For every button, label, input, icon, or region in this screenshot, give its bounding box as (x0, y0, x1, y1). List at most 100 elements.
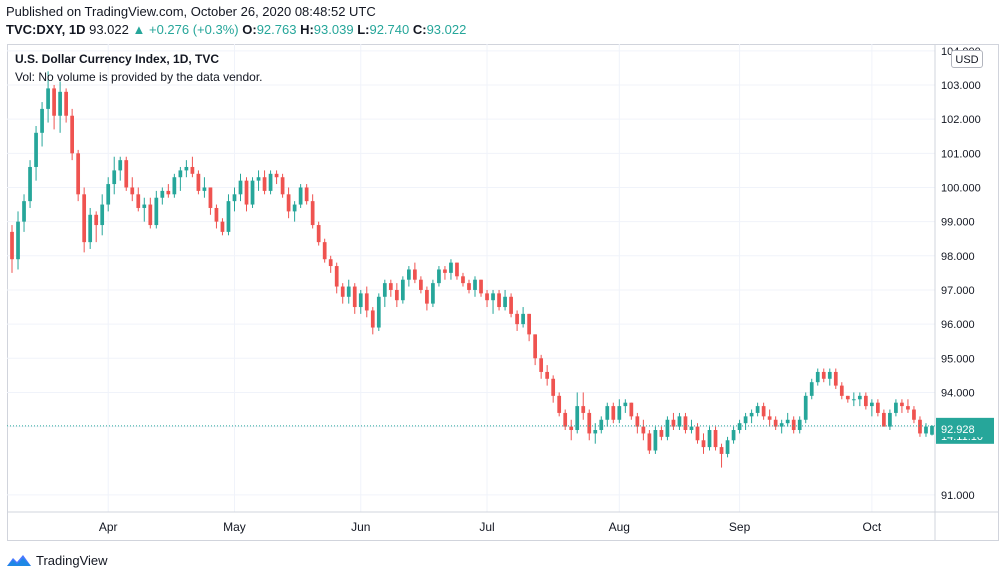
candle-body (184, 166, 189, 171)
published-line: Published on TradingView.com, October 26… (6, 4, 376, 19)
x-tick-label: Aug (609, 520, 630, 534)
currency-button[interactable]: USD (951, 50, 983, 68)
candle-body (244, 180, 249, 205)
candle-body (839, 385, 844, 396)
candlestick-chart[interactable]: 91.00093.00094.00095.00096.00097.00098.0… (7, 44, 999, 541)
x-tick-label: Apr (99, 520, 118, 534)
candle-body (599, 419, 604, 431)
y-tick-label: 96.000 (941, 319, 975, 331)
candle-body (912, 409, 916, 420)
candle-body (833, 371, 838, 386)
candle-body (803, 395, 808, 420)
candle-body (406, 269, 411, 280)
candle-body (76, 153, 81, 195)
price-change: +0.276 (+0.3%) (148, 22, 239, 37)
candle-body (557, 395, 562, 413)
x-tick-label: Sep (729, 520, 751, 534)
candle-body (545, 371, 550, 379)
candle-body (226, 201, 231, 232)
volume-legend: Vol: No volume is provided by the data v… (15, 70, 263, 84)
candle-body (346, 286, 351, 297)
x-tick-label: Jul (479, 520, 494, 534)
candle-body (509, 296, 513, 314)
candle-body (821, 371, 826, 379)
candle-body (779, 423, 784, 427)
candle-body (100, 204, 105, 226)
x-tick-label: May (223, 520, 246, 534)
candle-body (851, 399, 856, 401)
chart-pane[interactable] (7, 44, 999, 541)
candle-body (551, 378, 556, 396)
candle-body (876, 402, 880, 413)
candle-body (256, 177, 261, 181)
candle-body (10, 231, 14, 260)
candle-body (232, 194, 237, 202)
candle-body (701, 440, 706, 448)
candle-body (166, 190, 171, 195)
candle-body (521, 313, 525, 325)
candle-body (34, 132, 38, 167)
candle-body (208, 187, 213, 208)
candle-body (136, 194, 141, 208)
symbol-label: TVC:DXY, 1D (6, 22, 86, 37)
candle-body (40, 108, 44, 133)
ohlc-values: O:92.763 H:93.039 L:92.740 C:93.022 (242, 22, 466, 37)
candle-body (485, 293, 489, 301)
candle-body (869, 402, 874, 407)
candle-body (449, 262, 453, 273)
candle-body (202, 187, 207, 191)
y-tick-label: 91.000 (941, 490, 975, 502)
candle-body (563, 412, 568, 427)
candle-body (340, 286, 345, 297)
candle-body (845, 395, 850, 400)
candle-body (16, 221, 20, 260)
candle-body (370, 310, 375, 328)
y-tick-label: 103.000 (941, 80, 981, 92)
candle-body (503, 296, 507, 308)
candle-body (827, 371, 832, 379)
candle-body (533, 334, 538, 359)
y-tick-label: 98.000 (941, 251, 975, 263)
candle-body (328, 259, 333, 267)
x-tick-label: Oct (863, 520, 882, 534)
candle-body (785, 419, 790, 424)
candle-body (605, 406, 610, 420)
candle-body (587, 412, 592, 434)
candle-body (425, 289, 429, 304)
candle-body (761, 406, 766, 417)
candle-body (70, 115, 75, 154)
candle-body (882, 412, 886, 427)
tradingview-logo[interactable]: TradingView (6, 551, 108, 569)
candle-body (719, 447, 724, 454)
tradingview-brand: TradingView (36, 552, 108, 568)
close-value: 93.022 (426, 22, 467, 37)
candle-body (46, 88, 50, 109)
candle-body (431, 283, 435, 304)
candle-body (437, 269, 441, 284)
tradingview-logo-icon (7, 555, 31, 566)
candle-body (647, 433, 652, 451)
candle-body (815, 371, 820, 383)
candle-body (292, 204, 297, 212)
candle-body (214, 207, 219, 222)
prev-close-label: 92.928 (941, 424, 975, 436)
candle-body (809, 382, 814, 396)
candle-body (611, 406, 616, 420)
candle-body (689, 426, 694, 431)
candle-body (382, 283, 387, 297)
candle-body (124, 160, 129, 188)
candle-body (28, 166, 32, 202)
candle-body (64, 91, 68, 116)
candle-body (52, 88, 56, 116)
candle-body (755, 406, 760, 413)
candle-body (581, 406, 586, 413)
candle-body (443, 269, 447, 273)
candle-body (268, 173, 273, 191)
candle-body (106, 184, 111, 205)
candle-body (130, 187, 135, 195)
candle-body (262, 177, 267, 191)
candle-body (930, 425, 934, 435)
candle-body (473, 279, 477, 290)
candle-body (713, 430, 718, 448)
candle-body (857, 395, 862, 400)
